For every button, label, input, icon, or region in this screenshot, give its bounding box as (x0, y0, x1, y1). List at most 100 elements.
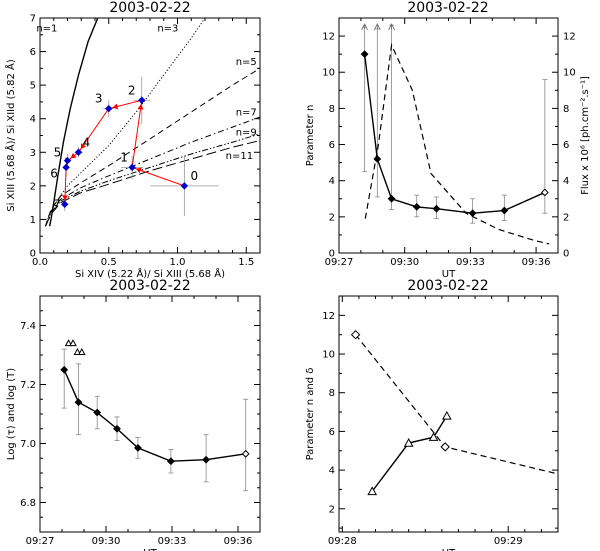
x-tick-label: 09:29 (494, 536, 523, 547)
data-point (61, 200, 69, 209)
data-point (166, 457, 175, 466)
data-point (113, 424, 121, 433)
data-point (202, 455, 211, 464)
delta-curve (371, 415, 448, 492)
data-point (138, 96, 146, 104)
triangle-point (69, 339, 77, 347)
model-curve-n5 (45, 67, 260, 227)
y-tick-label: 8 (329, 104, 335, 115)
limit-arrowhead (373, 23, 381, 31)
x-tick-label: 1.0 (170, 257, 186, 268)
triangle-point (64, 339, 73, 347)
point-label: 3 (95, 92, 103, 106)
x-tick-label: 09:30 (390, 257, 419, 268)
y-tick-label: 3 (30, 148, 36, 159)
data-point (468, 209, 477, 218)
model-curve-n3 (46, 18, 206, 220)
x-axis-label: UT (442, 269, 456, 280)
y-tick-label: 2 (329, 212, 335, 223)
chart-panel-2: 2003-02-22 UT Parameter n 09:27 09:30 09:33 09… (305, 0, 591, 280)
data-point (128, 163, 136, 172)
model-curves (45, 18, 260, 227)
right-tick-label: 12 (563, 32, 576, 43)
triangle-point (77, 348, 86, 355)
x-tick-label: 09:27 (26, 536, 55, 547)
data-point (432, 204, 441, 213)
plot-frame (39, 17, 261, 254)
evolution-arrowhead (137, 104, 144, 110)
evolution-segment (131, 166, 185, 187)
y-tick-label: 12 (322, 311, 335, 322)
evolution-segment (131, 100, 143, 168)
right-axis-label: Flux x 10⁶ [ph.cm⁻².s⁻¹] (580, 76, 591, 195)
data-point (93, 408, 102, 417)
y-tick-label: 6.8 (20, 498, 36, 509)
triangle-point (73, 348, 82, 355)
chart-title: 2003-02-22 (109, 0, 190, 16)
triangle-point (403, 437, 414, 447)
model-curve-n1 (48, 18, 99, 227)
curve-label: n=3 (157, 23, 178, 34)
data-point (412, 202, 421, 211)
data-point (241, 449, 250, 458)
y-tick-label: 12 (322, 32, 335, 43)
plot-frame (338, 295, 559, 533)
curve-label: n=7 (236, 107, 257, 118)
x-tick-label: 09:36 (224, 536, 253, 547)
diamond-point (440, 442, 450, 452)
y-tick-label: 4 (30, 114, 36, 125)
chart-title: 2003-02-22 (407, 278, 488, 294)
limit-arrowhead (388, 23, 395, 31)
x-tick-label: 09:28 (328, 536, 357, 547)
series-group (355, 334, 558, 475)
curve-label: n=1 (36, 23, 57, 34)
point-label: 5 (54, 146, 62, 160)
curve-label: n=11 (226, 151, 253, 162)
y-tick-label: 2 (30, 181, 36, 192)
y-axis-label: Parameter n and δ (305, 368, 316, 461)
limit-arrowhead (361, 23, 368, 31)
data-point (540, 188, 549, 197)
y-tick-label: 6 (30, 47, 36, 58)
chart-title: 2003-02-22 (109, 278, 190, 294)
curve-label: n=9 (236, 128, 257, 139)
right-tick-label: 10 (563, 68, 576, 79)
y-tick-label: 7.2 (20, 380, 36, 391)
y-tick-label: 0 (329, 249, 335, 260)
y-tick-label: 8 (329, 388, 335, 399)
right-tick-label: 6 (563, 140, 569, 151)
y-tick-label: 7.0 (20, 439, 36, 450)
x-tick-label: 0.5 (101, 257, 117, 268)
y-tick-label: 6 (329, 140, 335, 151)
data-point (133, 444, 142, 452)
data-point (60, 365, 69, 374)
evolution-arrowhead (112, 103, 119, 110)
curve-label: n=5 (236, 57, 257, 68)
y-tick-label: 4 (329, 466, 335, 477)
right-tick-label: 4 (563, 176, 569, 187)
y-tick-label: 7.4 (20, 321, 36, 332)
data-point (500, 206, 509, 215)
flux-curve (364, 42, 550, 245)
data-point (74, 398, 83, 407)
model-curve-n11 (45, 140, 260, 227)
y-tick-label: 10 (322, 350, 335, 361)
plot-frame (39, 295, 261, 533)
y-tick-label: 4 (329, 176, 335, 187)
data-point (63, 156, 72, 165)
evolution-arrowhead (62, 195, 69, 201)
chart-title: 2003-02-22 (407, 0, 488, 16)
right-tick-label: 8 (563, 104, 569, 115)
chart-panel-4: 2003-02-22 UT Parameter n and δ 09:28 09:29 2… (305, 278, 559, 551)
evolution-arrowhead (70, 152, 77, 159)
data-point (74, 148, 83, 156)
data-point (387, 194, 396, 203)
y-tick-label: 7 (30, 14, 36, 25)
triangle-point (367, 486, 378, 496)
x-tick-label: 09:27 (325, 257, 354, 268)
y-tick-label: 2 (329, 504, 335, 515)
right-tick-label: 2 (563, 212, 569, 223)
data-point (62, 163, 70, 172)
model-curve-n7 (45, 116, 260, 227)
point-label: 1 (120, 150, 128, 164)
